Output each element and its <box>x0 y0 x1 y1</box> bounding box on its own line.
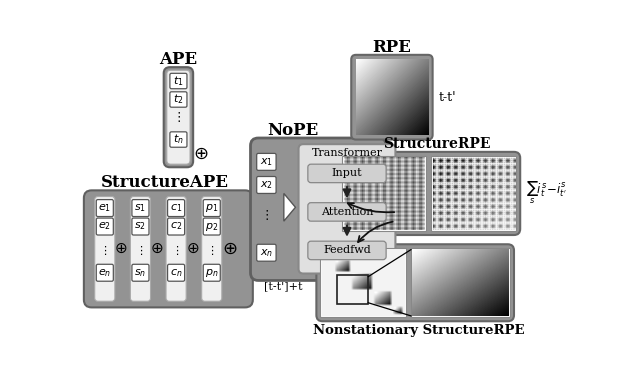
Text: $p_2$: $p_2$ <box>205 220 218 233</box>
Text: $\oplus$: $\oplus$ <box>193 144 209 162</box>
FancyBboxPatch shape <box>84 190 253 307</box>
Text: ⋮: ⋮ <box>170 246 182 256</box>
Text: $p_1$: $p_1$ <box>205 202 218 214</box>
Text: $c_n$: $c_n$ <box>170 267 182 279</box>
FancyBboxPatch shape <box>168 218 184 235</box>
Text: $s_1$: $s_1$ <box>134 202 147 214</box>
Text: $t_2$: $t_2$ <box>173 93 184 106</box>
FancyBboxPatch shape <box>308 241 386 260</box>
Polygon shape <box>284 193 296 221</box>
FancyBboxPatch shape <box>308 203 386 221</box>
FancyBboxPatch shape <box>170 132 187 147</box>
Text: Feedfwd: Feedfwd <box>323 245 371 255</box>
FancyBboxPatch shape <box>338 152 520 235</box>
FancyBboxPatch shape <box>132 218 149 235</box>
Text: $x_2$: $x_2$ <box>260 179 273 191</box>
FancyBboxPatch shape <box>164 67 193 167</box>
FancyBboxPatch shape <box>316 244 514 321</box>
Text: $\oplus$: $\oplus$ <box>222 240 237 258</box>
Bar <box>431 156 516 231</box>
FancyBboxPatch shape <box>298 144 396 274</box>
FancyBboxPatch shape <box>257 244 276 261</box>
Text: $x_1$: $x_1$ <box>260 156 273 168</box>
Text: Attention: Attention <box>321 207 373 217</box>
Text: StructureRPE: StructureRPE <box>383 137 491 151</box>
FancyBboxPatch shape <box>96 218 113 235</box>
Text: APE: APE <box>159 51 198 68</box>
Text: $t_1$: $t_1$ <box>173 74 184 88</box>
Text: Input: Input <box>332 168 362 179</box>
Text: $\oplus$: $\oplus$ <box>186 241 199 256</box>
Text: $e_2$: $e_2$ <box>99 221 111 233</box>
FancyBboxPatch shape <box>170 73 187 89</box>
FancyBboxPatch shape <box>170 92 187 107</box>
Text: [t-t']+t: [t-t']+t <box>264 282 303 291</box>
Text: $p_n$: $p_n$ <box>205 267 218 279</box>
FancyBboxPatch shape <box>204 200 220 217</box>
FancyBboxPatch shape <box>96 264 113 281</box>
Bar <box>337 275 368 304</box>
Text: $s_2$: $s_2$ <box>134 221 147 233</box>
Text: $\oplus$: $\oplus$ <box>150 241 163 256</box>
Text: $\sum_s i_t^s\!-\!i_{t^\prime}^s$: $\sum_s i_t^s\!-\!i_{t^\prime}^s$ <box>527 180 567 206</box>
Text: $e_n$: $e_n$ <box>98 267 111 279</box>
Text: ⋮: ⋮ <box>99 246 110 256</box>
Bar <box>342 156 426 231</box>
Bar <box>320 248 406 317</box>
FancyBboxPatch shape <box>95 196 115 301</box>
FancyBboxPatch shape <box>131 196 150 301</box>
Text: StructureAPE: StructureAPE <box>100 174 228 191</box>
Text: RPE: RPE <box>372 39 412 55</box>
Text: $x_n$: $x_n$ <box>260 247 273 259</box>
FancyBboxPatch shape <box>257 154 276 170</box>
FancyBboxPatch shape <box>167 70 190 164</box>
FancyBboxPatch shape <box>204 264 220 281</box>
Text: ⋮: ⋮ <box>172 111 185 125</box>
FancyBboxPatch shape <box>202 196 222 301</box>
Bar <box>411 248 510 317</box>
Text: $t_n$: $t_n$ <box>173 133 184 146</box>
Text: $\oplus$: $\oplus$ <box>115 241 128 256</box>
Text: ⋮: ⋮ <box>135 246 146 256</box>
Text: $e_1$: $e_1$ <box>99 202 111 214</box>
Text: NoPE: NoPE <box>268 122 319 139</box>
Text: Nonstationary StructureRPE: Nonstationary StructureRPE <box>314 324 525 337</box>
FancyBboxPatch shape <box>308 164 386 183</box>
FancyBboxPatch shape <box>168 200 184 217</box>
Text: t-t': t-t' <box>439 91 456 104</box>
Text: ⋮: ⋮ <box>260 209 273 222</box>
FancyBboxPatch shape <box>166 196 186 301</box>
FancyBboxPatch shape <box>250 138 386 280</box>
FancyBboxPatch shape <box>132 200 149 217</box>
FancyBboxPatch shape <box>96 200 113 217</box>
FancyBboxPatch shape <box>132 264 149 281</box>
FancyBboxPatch shape <box>351 55 433 139</box>
FancyBboxPatch shape <box>204 218 220 235</box>
Text: Transformer: Transformer <box>312 149 383 158</box>
Text: $c_1$: $c_1$ <box>170 202 182 214</box>
FancyBboxPatch shape <box>257 176 276 193</box>
Text: $s_n$: $s_n$ <box>134 267 147 279</box>
FancyBboxPatch shape <box>168 264 184 281</box>
Text: ⋮: ⋮ <box>206 246 218 256</box>
Text: $c_2$: $c_2$ <box>170 221 182 233</box>
